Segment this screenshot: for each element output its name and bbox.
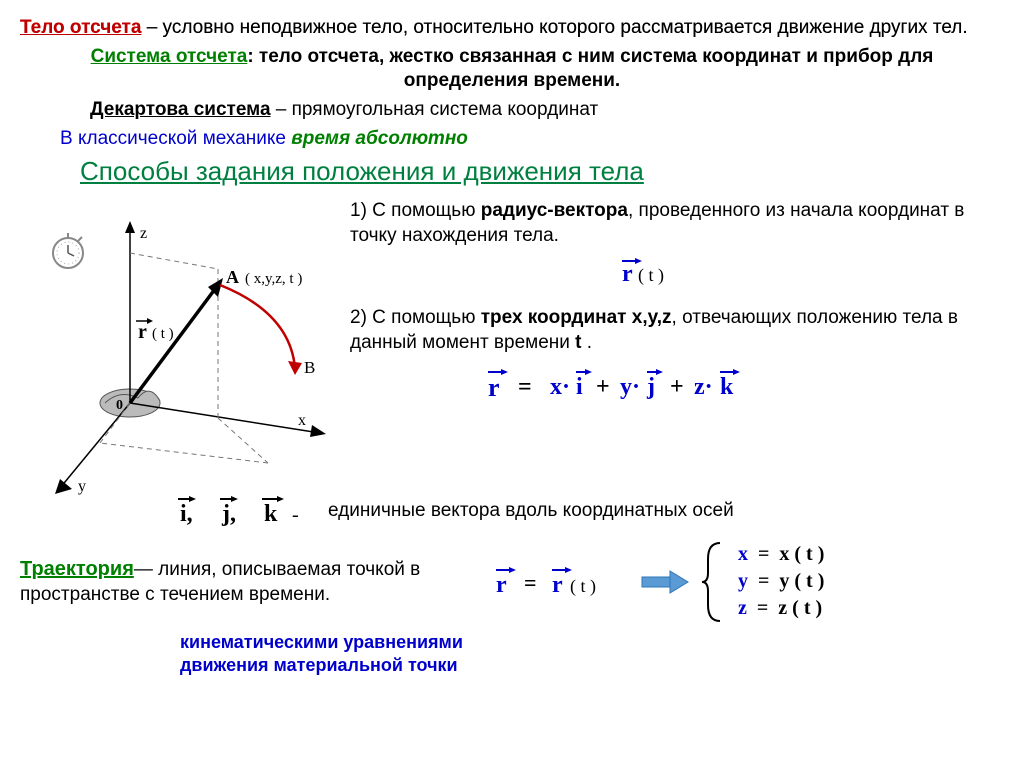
trajectory-row: Траектория— линия, описываемая точкой в … <box>20 539 1004 625</box>
svg-text:( t ): ( t ) <box>570 576 596 597</box>
note-absolute-time: В классической механике время абсолютно <box>60 127 1004 152</box>
svg-text:j: j <box>646 374 655 400</box>
kinematic-eqs: x = x ( t ) y = y ( t ) z = z ( t ) <box>738 541 824 622</box>
svg-text:i,: i, <box>180 501 193 527</box>
term-reference-system: Система отсчета <box>91 46 248 67</box>
def-reference-system: Система отсчета: тело отсчета, жестко св… <box>20 45 1004 94</box>
svg-text:-: - <box>292 504 299 526</box>
svg-text:( t ): ( t ) <box>638 265 664 286</box>
eq-y: y = y ( t ) <box>738 568 824 595</box>
arrow-icon <box>640 568 690 596</box>
svg-text:( t ): ( t ) <box>152 326 174 342</box>
svg-text:i: i <box>576 374 583 400</box>
svg-text:x·: x· <box>550 374 570 400</box>
svg-text:z·: z· <box>694 374 713 400</box>
svg-text:x: x <box>298 412 306 429</box>
kin-line2: движения материальной точки <box>180 654 1004 677</box>
ijk-text: единичные вектора вдоль координатных осе… <box>328 491 734 524</box>
svg-text:r: r <box>496 572 507 598</box>
emph-absolute-time: время абсолютно <box>291 128 468 149</box>
eq-block: r = r ( t ) x = x ( t ) y = y ( t ) z = … <box>490 539 824 625</box>
svg-text:A: A <box>226 267 239 287</box>
svg-text:r: r <box>488 373 500 402</box>
section-heading: Способы задания положения и движения тел… <box>80 155 1004 189</box>
svg-text:+: + <box>596 374 610 400</box>
eq-rt-svg: r = r ( t ) <box>490 562 630 602</box>
method-2-term: трех координат x,y,z <box>481 307 672 328</box>
svg-text:=: = <box>518 374 532 400</box>
main-row: 0 z x y A ( x,y,z, t ) <box>20 195 1004 511</box>
diagram-cell: 0 z x y A ( x,y,z, t ) <box>20 195 350 511</box>
text: В классической механике <box>60 128 291 149</box>
formula-r-t: r ( t ) <box>610 255 1004 297</box>
svg-text:B: B <box>304 358 315 377</box>
method-1: 1) С помощью радиус-вектора, проведенног… <box>350 199 1004 248</box>
svg-text:y·: y· <box>620 374 640 400</box>
eq-z: z = z ( t ) <box>738 595 824 622</box>
def-cartesian: Декартова система – прямоугольная систем… <box>90 98 1004 123</box>
formula-svg: r ( t ) <box>610 255 690 289</box>
method-1-term: радиус-вектора <box>481 200 628 221</box>
text: 1) С помощью <box>350 200 481 221</box>
svg-text:=: = <box>524 570 537 595</box>
text: – условно неподвижное тело, относительно… <box>141 17 967 38</box>
term-cartesian: Декартова система <box>90 99 271 120</box>
brace-icon <box>700 539 728 625</box>
formula-rijk: r = x· i + y· j + z· k <box>480 364 1004 416</box>
svg-text:( x,y,z, t ): ( x,y,z, t ) <box>245 271 302 287</box>
trajectory-def: Траектория— линия, описываемая точкой в … <box>20 556 490 607</box>
svg-text:k: k <box>720 374 734 400</box>
svg-text:j,: j, <box>221 501 236 527</box>
formula-rijk-svg: r = x· i + y· j + z· k <box>480 364 780 408</box>
svg-text:r: r <box>622 261 633 287</box>
svg-text:y: y <box>78 478 86 495</box>
svg-text:r: r <box>138 321 147 343</box>
axes-diagram: 0 z x y A ( x,y,z, t ) <box>20 203 350 503</box>
methods-cell: 1) С помощью радиус-вектора, проведенног… <box>350 195 1004 511</box>
kin-line1: кинематическими уравнениями <box>180 631 1004 654</box>
eq-x: x = x ( t ) <box>738 541 824 568</box>
term-reference-body: Тело отсчета <box>20 17 141 38</box>
text: . <box>582 332 593 353</box>
term-trajectory: Траектория <box>20 558 134 580</box>
text: 2) С помощью <box>350 307 481 328</box>
ijk-svg: i, j, k - <box>170 491 310 531</box>
method-2: 2) С помощью трех координат x,y,z, отвеч… <box>350 306 1004 355</box>
text: : тело отсчета, жестко связанная с ним с… <box>247 46 933 92</box>
svg-text:z: z <box>140 225 147 242</box>
kinematic-caption: кинематическими уравнениями движения мат… <box>180 631 1004 678</box>
svg-text:+: + <box>670 374 684 400</box>
svg-text:k: k <box>264 501 278 527</box>
def-reference-body: Тело отсчета – условно неподвижное тело,… <box>20 16 1004 41</box>
text: – прямоугольная система координат <box>271 99 599 120</box>
svg-text:0: 0 <box>116 398 123 413</box>
svg-text:r: r <box>552 572 563 598</box>
